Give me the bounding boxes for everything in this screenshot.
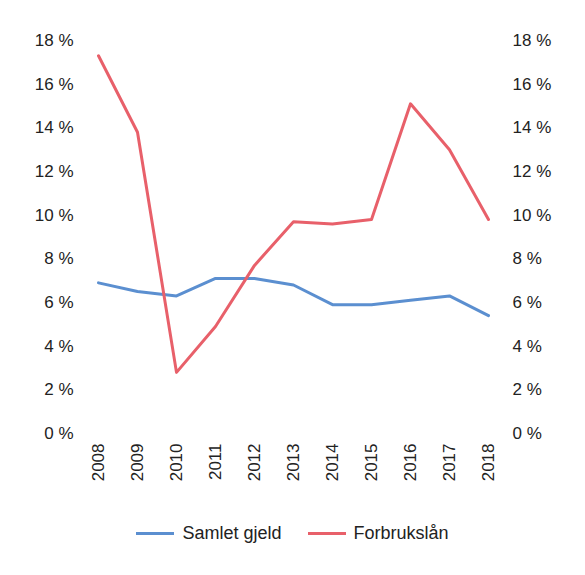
svg-text:18 %: 18 %: [35, 31, 74, 50]
svg-text:2017: 2017: [440, 444, 459, 482]
svg-text:2010: 2010: [167, 444, 186, 482]
svg-text:4 %: 4 %: [513, 337, 542, 356]
svg-text:0 %: 0 %: [513, 424, 542, 443]
svg-text:8 %: 8 %: [513, 249, 542, 268]
svg-text:0 %: 0 %: [44, 424, 73, 443]
svg-text:4 %: 4 %: [44, 337, 73, 356]
svg-text:2008: 2008: [89, 444, 108, 482]
svg-text:2011: 2011: [206, 444, 225, 481]
html-text:Forbrukslån: Forbrukslån: [353, 523, 449, 543]
svg-text:2014: 2014: [323, 444, 342, 482]
svg-text:6 %: 6 %: [513, 293, 542, 312]
svg-text:2 %: 2 %: [44, 380, 73, 399]
svg-text:2016: 2016: [401, 444, 420, 482]
svg-text:14 %: 14 %: [513, 118, 552, 137]
svg-text:2012: 2012: [245, 444, 264, 482]
svg-text:16 %: 16 %: [513, 75, 552, 94]
svg-text:12 %: 12 %: [513, 162, 552, 181]
svg-text:8 %: 8 %: [44, 249, 73, 268]
svg-text:10 %: 10 %: [513, 206, 552, 225]
svg-text:2009: 2009: [128, 444, 147, 482]
svg-text:2018: 2018: [479, 444, 498, 482]
svg-text:18 %: 18 %: [513, 31, 552, 50]
svg-text:2015: 2015: [362, 444, 381, 482]
svg-text:2013: 2013: [284, 444, 303, 482]
html-text:Samlet gjeld: Samlet gjeld: [182, 523, 282, 543]
svg-text:14 %: 14 %: [35, 118, 74, 137]
svg-text:6 %: 6 %: [44, 293, 73, 312]
svg-text:10 %: 10 %: [35, 206, 74, 225]
svg-text:2 %: 2 %: [513, 380, 542, 399]
svg-text:16 %: 16 %: [35, 75, 74, 94]
svg-text:12 %: 12 %: [35, 162, 74, 181]
